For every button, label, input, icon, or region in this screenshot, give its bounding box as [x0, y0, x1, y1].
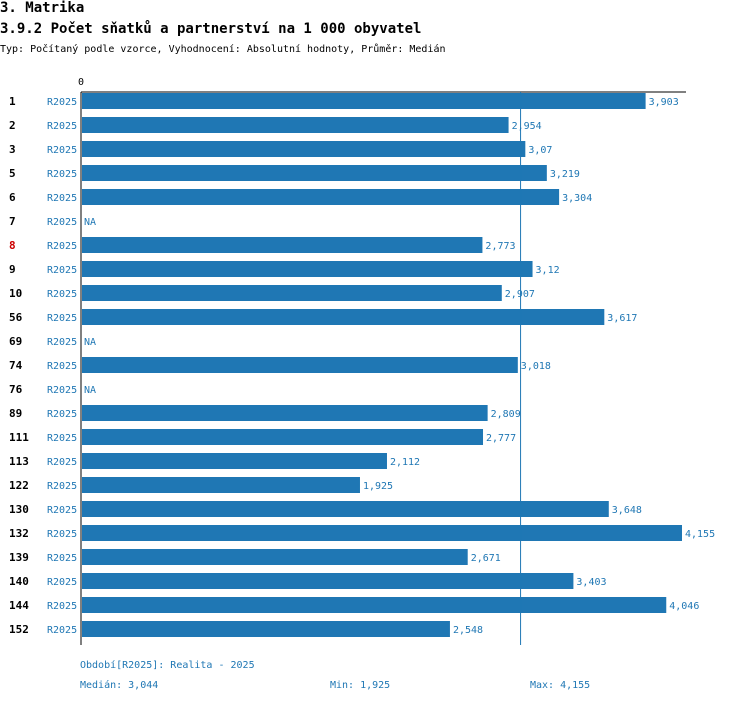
footer-period-note: Období[R2025]: Realita - 2025	[80, 660, 255, 671]
bar	[82, 429, 484, 445]
bar	[82, 357, 518, 373]
bar-value-label: 3,018	[521, 361, 551, 372]
category-label: 89	[9, 407, 22, 420]
bar-value-label: 2,777	[486, 433, 516, 444]
bar-value-label: 3,903	[649, 97, 679, 108]
category-label: 7	[9, 215, 16, 228]
bar	[82, 525, 682, 541]
bar-value-label: NA	[84, 337, 96, 348]
category-label: 9	[9, 263, 16, 276]
bar-value-label: 3,07	[528, 145, 552, 156]
bar-value-label: 2,773	[485, 241, 515, 252]
bar	[82, 285, 502, 301]
bar-value-label: 3,648	[612, 505, 642, 516]
bar-value-label: 3,12	[536, 265, 560, 276]
bar-value-label: 1,925	[363, 481, 393, 492]
category-label: 132	[9, 527, 29, 540]
category-label: 140	[9, 575, 29, 588]
period-label: R2025	[47, 313, 77, 324]
period-label: R2025	[47, 553, 77, 564]
footer-min: Min: 1,925	[330, 680, 391, 691]
x-axis-zero-label: 0	[78, 77, 84, 88]
period-label: R2025	[47, 121, 77, 132]
bar	[82, 405, 488, 421]
footer-max: Max: 4,155	[530, 680, 591, 691]
period-label: R2025	[47, 529, 77, 540]
period-label: R2025	[47, 481, 77, 492]
bar-value-label: 2,548	[453, 625, 483, 636]
bar	[82, 501, 609, 517]
period-label: R2025	[47, 145, 77, 156]
period-label: R2025	[47, 433, 77, 444]
bar-value-label: 3,219	[550, 169, 580, 180]
period-label: R2025	[47, 337, 77, 348]
bar-value-label: 2,671	[471, 553, 501, 564]
category-label: 76	[9, 383, 23, 396]
section-title: 3. Matrika	[0, 0, 85, 16]
category-label: 2	[9, 119, 16, 132]
period-label: R2025	[47, 577, 77, 588]
bar-value-label: NA	[84, 385, 96, 396]
period-label: R2025	[47, 601, 77, 612]
category-label: 5	[9, 167, 16, 180]
bar	[82, 621, 450, 637]
period-label: R2025	[47, 289, 77, 300]
period-label: R2025	[47, 625, 77, 636]
period-label: R2025	[47, 193, 77, 204]
period-label: R2025	[47, 265, 77, 276]
period-label: R2025	[47, 97, 77, 108]
category-label: 69	[9, 335, 22, 348]
bar	[82, 477, 360, 493]
period-label: R2025	[47, 241, 77, 252]
period-label: R2025	[47, 169, 77, 180]
period-label: R2025	[47, 457, 77, 468]
category-label: 139	[9, 551, 29, 564]
bar-value-label: 3,617	[607, 313, 637, 324]
bar-value-label: 2,954	[512, 121, 542, 132]
bar-value-label: NA	[84, 217, 96, 228]
category-label: 3	[9, 143, 16, 156]
category-label: 56	[9, 311, 23, 324]
category-label: 152	[9, 623, 29, 636]
bar	[82, 189, 560, 205]
period-label: R2025	[47, 409, 77, 420]
category-label: 113	[9, 455, 29, 468]
chart-title: 3.9.2 Počet sňatků a partnerství na 1 00…	[0, 21, 422, 37]
bar	[82, 573, 574, 589]
period-label: R2025	[47, 217, 77, 228]
bar-value-label: 3,304	[562, 193, 592, 204]
bar	[82, 261, 533, 277]
period-label: R2025	[47, 361, 77, 372]
bar	[82, 117, 509, 133]
footer-median: Medián: 3,044	[80, 680, 159, 691]
bar-value-label: 3,403	[576, 577, 606, 588]
category-label: 10	[9, 287, 22, 300]
bar-value-label: 2,112	[390, 457, 420, 468]
category-label: 1	[9, 95, 16, 108]
bar	[82, 93, 646, 109]
chart-subtitle: Typ: Počítaný podle vzorce, Vyhodnocení:…	[0, 44, 446, 55]
period-label: R2025	[47, 505, 77, 516]
bar-value-label: 2,809	[491, 409, 521, 420]
bar	[82, 549, 468, 565]
bar-value-label: 2,907	[505, 289, 535, 300]
bar-value-label: 4,155	[685, 529, 715, 540]
category-label: 6	[9, 191, 16, 204]
bar	[82, 141, 526, 157]
period-label: R2025	[47, 385, 77, 396]
bar	[82, 597, 667, 613]
bar-value-label: 4,046	[669, 601, 699, 612]
bar	[82, 165, 547, 181]
bar	[82, 237, 483, 253]
category-label: 144	[9, 599, 29, 612]
bar	[82, 309, 605, 325]
category-label: 122	[9, 479, 29, 492]
bar-chart: 0 1 R2025 3,903 2 R2025 2,954 3 R2025 3,07 5 R2025 3…	[9, 77, 715, 645]
bar	[82, 453, 387, 469]
category-label: 8	[9, 239, 16, 252]
category-label: 111	[9, 431, 29, 444]
category-label: 130	[9, 503, 29, 516]
category-label: 74	[9, 359, 23, 372]
